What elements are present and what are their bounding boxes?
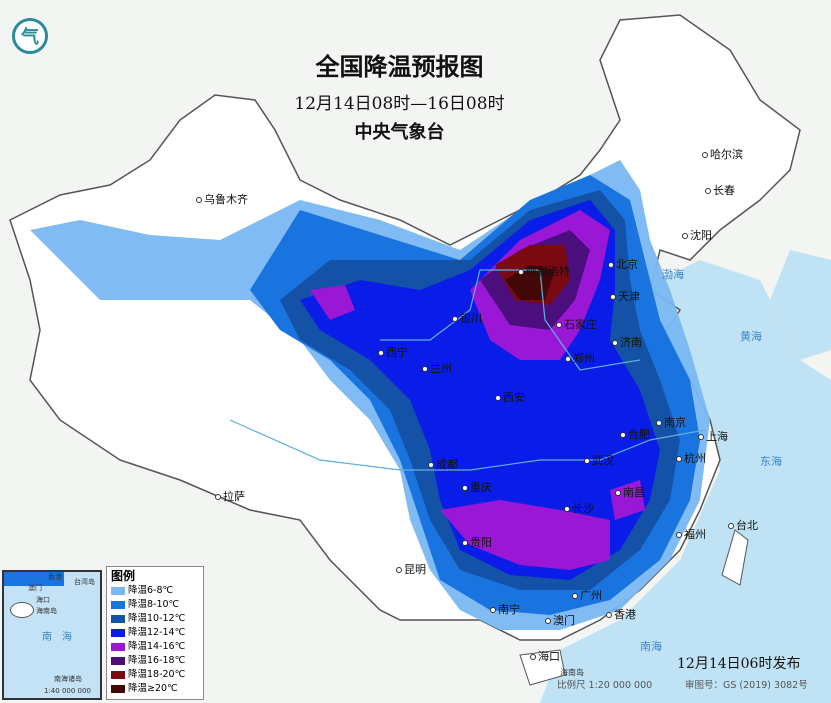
city-label: 广州 (572, 589, 602, 602)
city-label: 南宁 (490, 603, 520, 616)
city-label: 石家庄 (556, 318, 597, 331)
sea-label-donghai: 东海 (760, 455, 782, 468)
city-label: 长沙 (564, 502, 594, 515)
legend-item: 降温6-8℃ (111, 584, 199, 598)
legend-rows: 降温6-8℃ 降温8-10℃ 降温10-12℃ 降温12-14℃ 降温14-16℃ 降温1… (111, 584, 199, 696)
inset-hainan-label: 海南岛 (36, 607, 57, 615)
city-label: 香港 (606, 608, 636, 621)
publish-time: 12月14日06时发布 (677, 656, 801, 672)
inset-macau-label: 澳门 (28, 584, 42, 592)
city-label: 成都 (428, 458, 458, 471)
legend-label: 降温18-20℃ (128, 669, 186, 680)
hainan-label: 海南岛 (560, 668, 584, 677)
legend-label: 降温8-10℃ (128, 599, 180, 610)
inset-scale: 1:40 000 000 (44, 687, 91, 695)
city-label: 哈尔滨 (702, 148, 743, 161)
yangtze-river (229, 419, 706, 471)
city-label: 重庆 (462, 481, 492, 494)
sea (540, 260, 831, 703)
city-label: 武汉 (584, 454, 614, 467)
legend-swatch (111, 643, 125, 651)
zone-14-16-south (440, 500, 610, 570)
legend-item: 降温12-14℃ (111, 626, 199, 640)
city-label: 郑州 (565, 352, 595, 365)
city-label: 福州 (676, 528, 706, 541)
city-label: 昆明 (396, 563, 426, 576)
legend-label: 降温10-12℃ (128, 613, 186, 624)
map-issuer: 中央气象台 (354, 122, 445, 143)
zone-14-16-west (310, 285, 355, 320)
legend-item: 降温18-20℃ (111, 668, 199, 682)
legend-label: 降温6-8℃ (128, 585, 174, 596)
legend-swatch (111, 685, 125, 693)
sea-label-bohai: 渤海 (662, 268, 684, 281)
inset-hongkong-label: 香港 (48, 573, 62, 581)
city-label: 澳门 (545, 614, 575, 627)
city-label: 呼和浩特 (518, 265, 570, 278)
cma-logo-icon: 气 (12, 18, 48, 54)
legend-label: 降温12-14℃ (128, 627, 186, 638)
inset-taiwan-label: 台湾岛 (74, 578, 95, 586)
map-scale: 比例尺 1:20 000 000 (557, 680, 653, 691)
city-label: 海口 (530, 650, 560, 663)
city-label: 贵阳 (462, 536, 492, 549)
city-label: 兰州 (422, 362, 452, 375)
city-label: 济南 (612, 336, 642, 349)
city-label: 长春 (705, 184, 735, 197)
legend-item: 降温8-10℃ (111, 598, 199, 612)
legend-swatch (111, 657, 125, 665)
legend-title: 图例 (111, 569, 136, 583)
legend-item: 降温16-18℃ (111, 654, 199, 668)
city-label: 天津 (610, 290, 640, 303)
south-china-sea-inset: 香港 澳门 台湾岛 海口 海南岛 南海 南海诸岛 1:40 000 000 (2, 570, 102, 700)
city-label: 合肥 (620, 428, 650, 441)
city-label: 西宁 (378, 346, 408, 359)
sea-label-huanghai: 黄海 (740, 330, 762, 343)
city-label: 拉萨 (215, 490, 245, 503)
legend: 图例 降温6-8℃ 降温8-10℃ 降温10-12℃ 降温12-14℃ 降温14-16℃… (106, 566, 204, 700)
inset-cooling-zone (4, 572, 64, 586)
legend-swatch (111, 629, 125, 637)
city-label: 西安 (495, 391, 525, 404)
map-title: 全国降温预报图 (315, 52, 484, 81)
city-label: 乌鲁木齐 (196, 193, 248, 206)
inset-sea-label: 南海 (42, 632, 82, 643)
city-label: 北京 (608, 258, 638, 271)
city-label: 杭州 (676, 452, 706, 465)
sea-label-nanhai: 南海 (640, 640, 662, 653)
map-approval-number: 审图号：GS (2019) 3082号 (685, 680, 808, 691)
city-label: 南昌 (615, 486, 645, 499)
inset-hainan (10, 602, 34, 618)
legend-swatch (111, 615, 125, 623)
legend-item: 降温10-12℃ (111, 612, 199, 626)
legend-swatch (111, 587, 125, 595)
city-label: 银川 (452, 312, 482, 325)
legend-item: 降温14-16℃ (111, 640, 199, 654)
taiwan-island (721, 529, 749, 586)
city-label: 南京 (656, 416, 686, 429)
city-label: 上海 (698, 430, 728, 443)
legend-item: 降温≥20℃ (111, 682, 199, 696)
legend-label: 降温≥20℃ (128, 683, 178, 694)
inset-islands-label: 南海诸岛 (54, 675, 82, 683)
city-label: 台北 (728, 519, 758, 532)
legend-label: 降温14-16℃ (128, 641, 186, 652)
legend-swatch (111, 601, 125, 609)
legend-swatch (111, 671, 125, 679)
legend-label: 降温16-18℃ (128, 655, 186, 666)
city-label: 沈阳 (682, 229, 712, 242)
inset-haikou-label: 海口 (36, 596, 50, 604)
map-period: 12月14日08时—16日08时 (294, 94, 505, 114)
